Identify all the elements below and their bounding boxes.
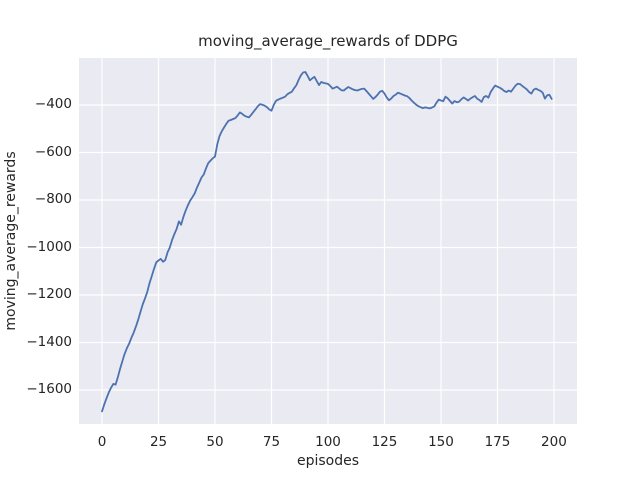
y-tick-label: −800 xyxy=(34,191,72,208)
plot-canvas xyxy=(79,58,577,424)
y-tick-label: −1200 xyxy=(26,286,72,303)
x-tick-label: 150 xyxy=(428,434,454,450)
y-tick-label: −1400 xyxy=(26,333,72,350)
y-tick-label: −600 xyxy=(34,143,72,160)
x-axis-label: episodes xyxy=(296,453,360,469)
gridlines xyxy=(79,58,577,424)
x-tick-label: 25 xyxy=(149,434,168,450)
x-tick-label: 75 xyxy=(262,434,281,450)
x-tick-label: 0 xyxy=(97,434,107,450)
reward-line-series xyxy=(101,71,553,413)
x-tick-label: 100 xyxy=(315,434,341,450)
x-tick-label: 175 xyxy=(484,434,511,450)
y-tick-label: −400 xyxy=(34,96,72,113)
y-axis-label: moving_average_rewards xyxy=(3,151,19,331)
x-tick-label: 50 xyxy=(206,434,224,450)
y-tick-label: −1600 xyxy=(26,381,72,398)
chart-title: moving_average_rewards of DDPG xyxy=(198,32,458,50)
plot-area xyxy=(79,58,577,424)
x-tick-label: 125 xyxy=(371,434,398,450)
x-tick-label: 200 xyxy=(541,434,567,450)
y-tick-label: −1000 xyxy=(26,238,72,255)
